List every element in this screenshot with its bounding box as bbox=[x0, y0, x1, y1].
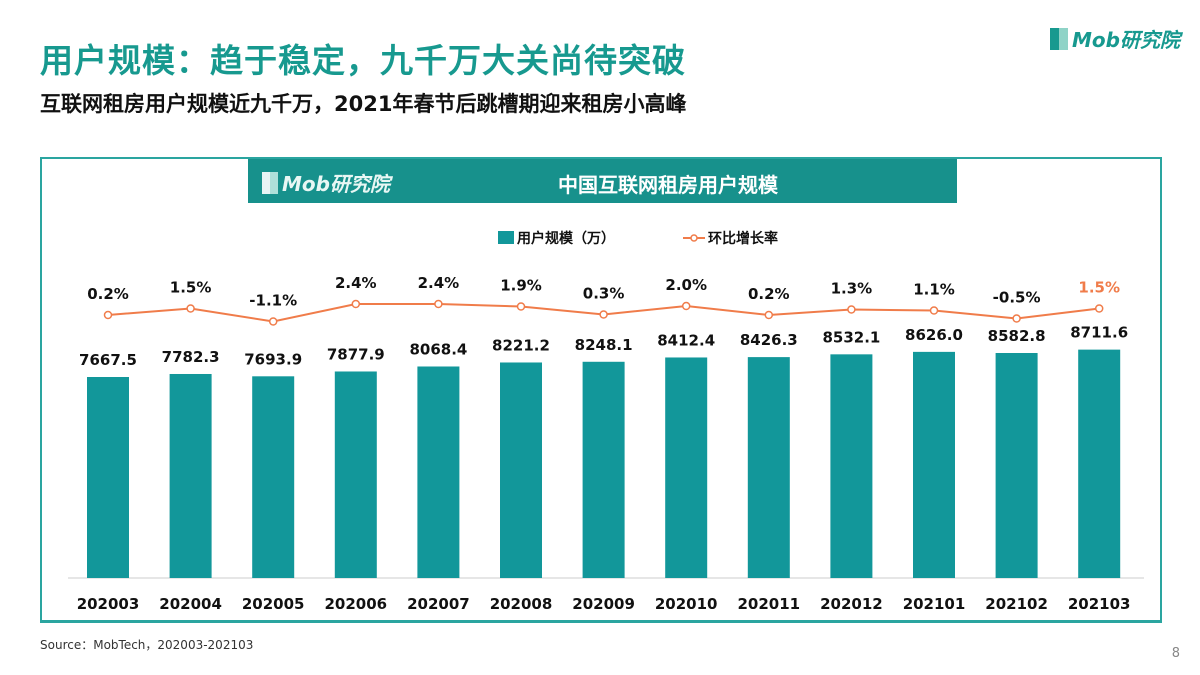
bar-value-label: 8426.3 bbox=[740, 331, 798, 349]
legend-bar-label: 用户规模（万） bbox=[517, 230, 615, 247]
bar-value-label: 7667.5 bbox=[79, 351, 137, 369]
growth-point bbox=[351, 299, 361, 309]
legend-line-marker bbox=[690, 234, 698, 242]
bar-value-label: 8532.1 bbox=[822, 328, 880, 346]
banner-logo: Mob研究院 bbox=[262, 168, 390, 197]
growth-point bbox=[434, 299, 443, 309]
bar-value-label: 8068.4 bbox=[409, 340, 467, 358]
growth-label: 1.5% bbox=[1078, 279, 1120, 297]
building-icon bbox=[262, 171, 278, 194]
growth-label: -0.5% bbox=[993, 289, 1041, 307]
growth-point bbox=[599, 310, 608, 319]
bar bbox=[169, 373, 212, 578]
bar-value-label: 8711.6 bbox=[1070, 324, 1128, 342]
bar bbox=[582, 361, 625, 578]
growth-label: 1.3% bbox=[831, 280, 873, 298]
x-tick-label: 202008 bbox=[490, 595, 553, 613]
bar-value-label: 8221.2 bbox=[492, 336, 550, 354]
bar bbox=[334, 371, 377, 578]
x-tick-label: 202101 bbox=[903, 595, 966, 613]
x-tick-label: 202007 bbox=[407, 595, 470, 613]
x-tick-label: 202011 bbox=[737, 595, 800, 613]
bar-value-label: 7877.9 bbox=[327, 345, 385, 363]
growth-point bbox=[1094, 304, 1104, 313]
bar bbox=[87, 377, 129, 578]
growth-label: 1.9% bbox=[500, 277, 542, 295]
bar bbox=[252, 376, 295, 578]
growth-label: 2.4% bbox=[418, 274, 460, 292]
growth-label: 0.3% bbox=[583, 285, 625, 303]
legend-line-label: 环比增长率 bbox=[708, 230, 778, 247]
bar bbox=[747, 357, 790, 578]
bar-value-label: 7782.3 bbox=[162, 348, 220, 366]
bar-value-label: 8412.4 bbox=[657, 331, 715, 349]
growth-point bbox=[516, 302, 526, 311]
banner-logo-text: Mob研究院 bbox=[282, 172, 390, 196]
bar-value-label: 7693.9 bbox=[244, 350, 302, 368]
bar bbox=[417, 366, 460, 578]
bar-value-label: 8248.1 bbox=[575, 336, 633, 354]
growth-label: 2.0% bbox=[665, 276, 707, 294]
x-tick-label: 202102 bbox=[985, 595, 1048, 613]
bar bbox=[500, 362, 542, 578]
growth-point bbox=[1012, 314, 1021, 323]
x-tick-label: 202004 bbox=[159, 595, 222, 613]
x-tick-label: 202010 bbox=[655, 595, 718, 613]
x-tick-label: 202006 bbox=[324, 595, 387, 613]
building-icon bbox=[1050, 27, 1069, 50]
growth-label: -1.1% bbox=[249, 292, 297, 310]
logo-text: Mob研究院 bbox=[1072, 28, 1180, 52]
growth-point bbox=[847, 305, 856, 314]
growth-point bbox=[103, 310, 113, 320]
growth-point bbox=[681, 301, 691, 311]
bar bbox=[995, 353, 1038, 578]
bar-value-label: 8626.0 bbox=[905, 326, 963, 344]
chart-title: 中国互联网租房用户规模 bbox=[558, 173, 778, 197]
x-tick-label: 202005 bbox=[242, 595, 305, 613]
chart-banner: Mob研究院 中国互联网租房用户规模 bbox=[248, 159, 957, 203]
growth-point bbox=[929, 306, 939, 315]
bar-value-label: 8582.8 bbox=[988, 327, 1046, 345]
brand-logo: Mob研究院 bbox=[1050, 24, 1180, 53]
growth-point bbox=[764, 310, 774, 320]
growth-label: 1.5% bbox=[170, 279, 212, 297]
chart-frame: Mob研究院 中国互联网租房用户规模 bbox=[40, 157, 1162, 623]
growth-point bbox=[268, 317, 278, 326]
x-tick-label: 202009 bbox=[572, 595, 635, 613]
growth-label: 1.1% bbox=[913, 281, 955, 299]
growth-label: 2.4% bbox=[335, 274, 377, 292]
source-note: Source：MobTech，202003-202103 bbox=[40, 638, 254, 652]
bar bbox=[913, 351, 955, 578]
legend-bar-swatch bbox=[498, 231, 514, 244]
x-tick-label: 202012 bbox=[820, 595, 883, 613]
page-subtitle: 互联网租房用户规模近九千万，2021年春节后跳槽期迎来租房小高峰 bbox=[40, 92, 687, 116]
growth-label: 0.2% bbox=[87, 285, 129, 303]
growth-point bbox=[186, 304, 195, 313]
bar bbox=[1078, 349, 1121, 578]
bar bbox=[830, 354, 873, 578]
x-tick-label: 202103 bbox=[1068, 595, 1131, 613]
x-tick-label: 202003 bbox=[77, 595, 140, 613]
growth-label: 0.2% bbox=[748, 285, 790, 303]
page-number: 8 bbox=[1171, 646, 1180, 661]
page-title: 用户规模：趋于稳定，九千万大关尚待突破 bbox=[40, 41, 686, 80]
bar bbox=[665, 357, 708, 578]
